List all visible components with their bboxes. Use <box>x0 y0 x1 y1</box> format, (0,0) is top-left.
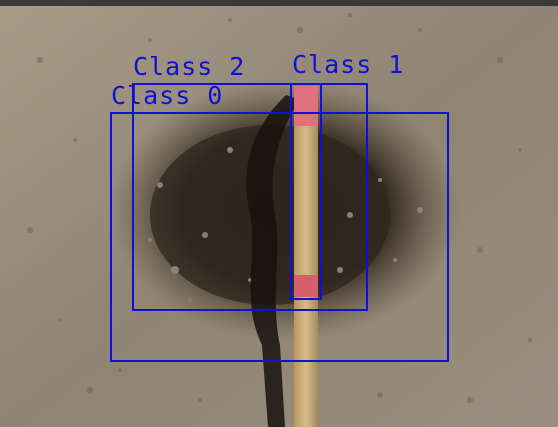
bounding-box-class-1 <box>290 83 322 300</box>
stake-shadow <box>246 95 300 427</box>
bounding-box-class-0 <box>110 112 449 362</box>
pebbles <box>148 147 423 302</box>
label-class-2: Class 2 <box>133 52 246 81</box>
wooden-stake <box>294 88 318 427</box>
top-dark-strip <box>0 0 558 6</box>
stake-red-paint-bottom <box>294 275 318 297</box>
stake-red-paint <box>294 86 318 126</box>
label-class-1: Class 1 <box>292 50 405 79</box>
bounding-box-class-2 <box>132 83 368 311</box>
ground-texture <box>27 13 532 403</box>
label-class-0: Class 0 <box>111 81 224 110</box>
